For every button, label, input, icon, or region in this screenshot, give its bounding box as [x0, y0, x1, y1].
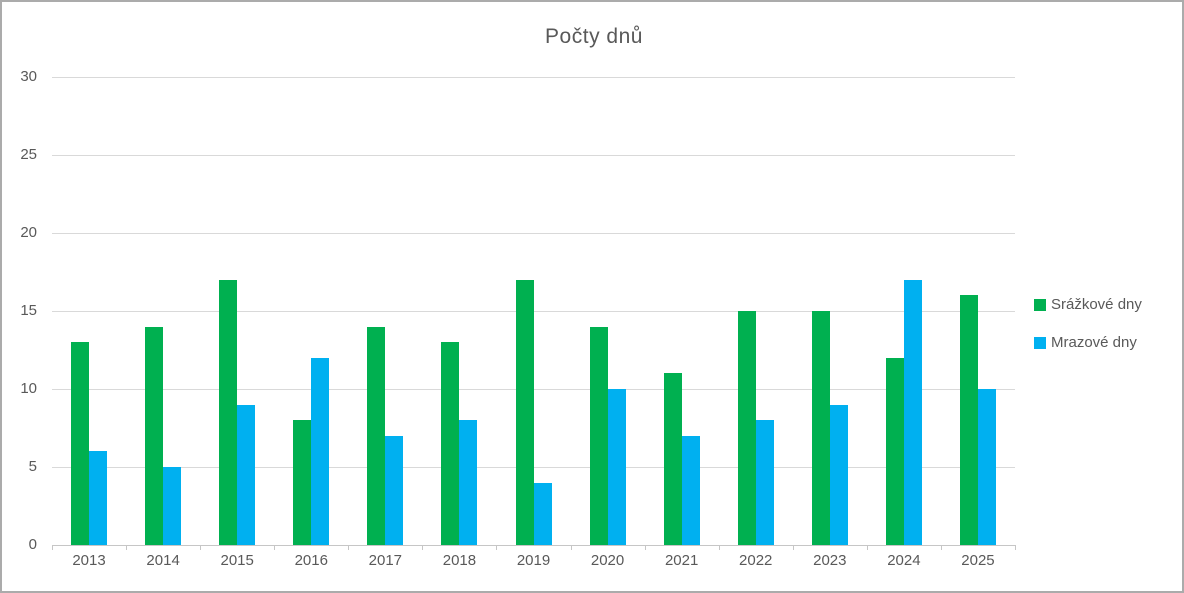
x-axis-label-2022: 2022	[739, 552, 773, 569]
x-axis-tick	[792, 545, 794, 550]
bar-mrazove-dny-2015	[237, 404, 256, 545]
bar-srazkove-dny-2014	[145, 326, 164, 545]
plot-area	[52, 77, 1015, 546]
bar-srazkove-dny-2017	[367, 326, 386, 545]
y-axis-label-10: 10	[20, 380, 37, 397]
legend-item-mrazove-dny: Mrazové dny	[1034, 334, 1142, 351]
x-axis-line	[52, 545, 1015, 546]
x-axis-tick	[644, 545, 646, 550]
x-axis-tick	[570, 545, 572, 550]
bar-mrazove-dny-2019	[533, 482, 552, 545]
gridline-15	[52, 311, 1015, 312]
x-axis-tick	[940, 545, 942, 550]
legend-swatch-mrazove-dny	[1034, 336, 1046, 349]
y-axis-label-20: 20	[20, 224, 37, 241]
bar-srazkove-dny-2013	[71, 342, 90, 545]
x-axis-tick	[52, 545, 53, 550]
bar-srazkove-dny-2016	[293, 420, 312, 545]
gridline-20	[52, 233, 1015, 234]
x-axis-tick	[1015, 545, 1016, 550]
gridline-30	[52, 77, 1015, 78]
x-axis-label-2017: 2017	[368, 552, 403, 569]
legend-label-srazkove-dny: Srážkové dny	[1051, 296, 1142, 313]
x-axis-tick	[274, 545, 276, 550]
bar-srazkove-dny-2024	[885, 357, 904, 545]
y-axis-label-5: 5	[28, 458, 37, 475]
bar-mrazove-dny-2025	[977, 389, 996, 545]
x-axis-tick	[422, 545, 424, 550]
bar-mrazove-dny-2023	[829, 404, 848, 545]
x-axis-label-2019: 2019	[516, 552, 551, 569]
y-axis-label-15: 15	[20, 302, 37, 319]
bar-srazkove-dny-2025	[959, 295, 978, 545]
x-axis-label-2023: 2023	[813, 552, 847, 569]
bar-srazkove-dny-2019	[515, 279, 534, 545]
bar-mrazove-dny-2018	[459, 420, 478, 545]
bar-mrazove-dny-2017	[385, 435, 404, 545]
bar-mrazove-dny-2024	[903, 279, 922, 545]
x-axis-label-2016: 2016	[294, 552, 328, 569]
x-axis-tick	[866, 545, 868, 550]
bar-srazkove-dny-2020	[589, 326, 608, 545]
legend-item-srazkove-dny: Srážkové dny	[1034, 296, 1142, 313]
legend-swatch-srazkove-dny	[1034, 298, 1046, 311]
x-axis-tick	[348, 545, 350, 550]
bar-mrazove-dny-2020	[607, 389, 626, 545]
x-axis-label-2025: 2025	[961, 552, 995, 569]
legend: Srážkové dny Mrazové dny	[1034, 296, 1142, 372]
y-axis-label-0: 0	[28, 536, 37, 553]
y-axis-label-30: 30	[20, 68, 37, 85]
gridline-5	[52, 467, 1015, 468]
bar-mrazove-dny-2014	[163, 467, 182, 545]
x-axis-label-2021: 2021	[664, 552, 699, 569]
bar-mrazove-dny-2022	[755, 420, 774, 545]
x-axis-tick	[496, 545, 498, 550]
y-axis: 0 5 10 15 20 25 30	[2, 68, 42, 553]
x-axis-label-2014: 2014	[146, 552, 180, 569]
legend-label-mrazove-dny: Mrazové dny	[1051, 334, 1137, 351]
bar-mrazove-dny-2016	[311, 357, 330, 545]
bar-mrazove-dny-2013	[89, 451, 108, 545]
bar-mrazove-dny-2021	[681, 435, 700, 545]
chart-title: Počty dnů	[545, 25, 643, 48]
x-axis-label-2018: 2018	[442, 552, 477, 569]
bar-srazkove-dny-2015	[219, 279, 238, 545]
x-axis-label-2015: 2015	[220, 552, 254, 569]
y-axis-label-25: 25	[20, 146, 37, 163]
x-axis-label-2020: 2020	[590, 552, 625, 569]
bar-srazkove-dny-2023	[811, 311, 830, 545]
x-axis-tick	[718, 545, 720, 550]
bar-srazkove-dny-2022	[737, 311, 756, 545]
x-axis: 2013 2014 2015 2016 2017 2018 2019 2020 2021 2022…	[52, 552, 1015, 578]
x-axis-label-2013: 2013	[72, 552, 106, 569]
bar-srazkove-dny-2021	[663, 373, 682, 545]
x-axis-tick	[126, 545, 128, 550]
x-axis-label-2024: 2024	[887, 552, 921, 569]
gridline-10	[52, 389, 1015, 390]
gridline-25	[52, 155, 1015, 156]
x-axis-tick	[200, 545, 202, 550]
bar-srazkove-dny-2018	[441, 342, 460, 545]
